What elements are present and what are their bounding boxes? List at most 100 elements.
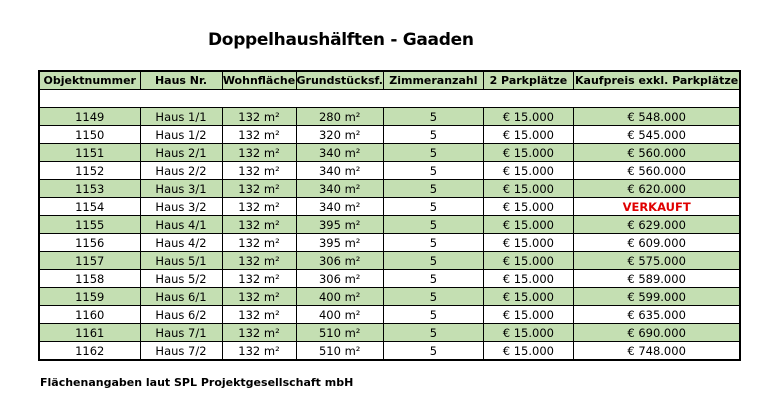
table-cell: 1155 — [38, 215, 141, 234]
table-cell: Haus 1/2 — [139, 125, 223, 144]
column-header: 2 Parkplätze — [482, 70, 574, 90]
table-cell: 5 — [382, 215, 484, 234]
table-cell: € 589.000 — [572, 269, 741, 288]
table-cell: € 15.000 — [482, 305, 574, 324]
table-cell: 1162 — [38, 341, 141, 361]
table-cell: Haus 3/1 — [139, 179, 223, 198]
table-cell: 1154 — [38, 197, 141, 216]
table-cell: 5 — [382, 341, 484, 361]
table-cell: 5 — [382, 233, 484, 252]
table-row: 1149 Haus 1/1 132 m² 280 m² 5 € 15.000 € 548.0… — [38, 107, 741, 126]
table-row: 1150 Haus 1/2 132 m² 320 m² 5 € 15.000 € 545.0… — [38, 125, 741, 144]
table-cell: 395 m² — [295, 215, 384, 234]
table-cell: 132 m² — [221, 287, 297, 306]
table-cell: 132 m² — [221, 197, 297, 216]
table-cell: € 15.000 — [482, 251, 574, 270]
table-cell: 132 m² — [221, 107, 297, 126]
table-cell: 340 m² — [295, 161, 384, 180]
table-cell: € 748.000 — [572, 341, 741, 361]
table-cell: 400 m² — [295, 287, 384, 306]
table-cell: € 620.000 — [572, 179, 741, 198]
table-cell: € 690.000 — [572, 323, 741, 342]
table-cell: 340 m² — [295, 143, 384, 162]
table-cell: Haus 5/1 — [139, 251, 223, 270]
table-cell: € 15.000 — [482, 341, 574, 361]
table-cell: € 545.000 — [572, 125, 741, 144]
sold-label: VERKAUFT — [572, 197, 741, 216]
table-cell: 5 — [382, 269, 484, 288]
table-row: 1158 Haus 5/2 132 m² 306 m² 5 € 15.000 € 589.0… — [38, 269, 741, 288]
table-cell: Haus 1/1 — [139, 107, 223, 126]
table-cell: € 15.000 — [482, 125, 574, 144]
table-row: 1155 Haus 4/1 132 m² 395 m² 5 € 15.000 € 629.0… — [38, 215, 741, 234]
table-cell: € 15.000 — [482, 197, 574, 216]
table-cell: Haus 4/2 — [139, 233, 223, 252]
table-cell: 132 m² — [221, 323, 297, 342]
table-cell: 5 — [382, 251, 484, 270]
column-header: Objektnummer — [38, 70, 141, 90]
table-cell: 132 m² — [221, 179, 297, 198]
table-cell: 1151 — [38, 143, 141, 162]
table-cell: 395 m² — [295, 233, 384, 252]
table-cell: Haus 7/2 — [139, 341, 223, 361]
column-header: Kaufpreis exkl. Parkplätze — [572, 70, 741, 90]
table-cell: 1157 — [38, 251, 141, 270]
table-row: 1157 Haus 5/1 132 m² 306 m² 5 € 15.000 € 575.0… — [38, 251, 741, 270]
table-cell: 320 m² — [295, 125, 384, 144]
table-cell: 340 m² — [295, 179, 384, 198]
table-row: 1152 Haus 2/2 132 m² 340 m² 5 € 15.000 € 560.0… — [38, 161, 741, 180]
table-cell: 280 m² — [295, 107, 384, 126]
table-row: 1159 Haus 6/1 132 m² 400 m² 5 € 15.000 € 599.0… — [38, 287, 741, 306]
table-cell: € 629.000 — [572, 215, 741, 234]
table-cell: € 15.000 — [482, 233, 574, 252]
column-header: Haus Nr. — [139, 70, 223, 90]
table-cell: 510 m² — [295, 341, 384, 361]
table-cell: 340 m² — [295, 197, 384, 216]
table-cell: 5 — [382, 125, 484, 144]
table-cell: € 15.000 — [482, 269, 574, 288]
table-row: 1154 Haus 3/2 132 m² 340 m² 5 € 15.000 VERKAUF… — [38, 197, 741, 216]
table-cell: € 548.000 — [572, 107, 741, 126]
table-cell: 306 m² — [295, 251, 384, 270]
table-row: 1162 Haus 7/2 132 m² 510 m² 5 € 15.000 € 748.0… — [38, 341, 741, 361]
table-cell: 400 m² — [295, 305, 384, 324]
table-cell: Haus 2/2 — [139, 161, 223, 180]
column-header: Zimmeranzahl — [382, 70, 484, 90]
table-cell: 510 m² — [295, 323, 384, 342]
table-row: 1156 Haus 4/2 132 m² 395 m² 5 € 15.000 € 609.0… — [38, 233, 741, 252]
table-cell: € 15.000 — [482, 143, 574, 162]
table-row: 1153 Haus 3/1 132 m² 340 m² 5 € 15.000 € 620.0… — [38, 179, 741, 198]
table-cell: 132 m² — [221, 269, 297, 288]
table-cell: € 15.000 — [482, 215, 574, 234]
empty-row — [38, 89, 741, 108]
table-cell: 5 — [382, 323, 484, 342]
table-row: 1160 Haus 6/2 132 m² 400 m² 5 € 15.000 € 635.0… — [38, 305, 741, 324]
table-cell: 5 — [382, 305, 484, 324]
table-cell: 5 — [382, 197, 484, 216]
table-cell: 132 m² — [221, 215, 297, 234]
table-cell: 1153 — [38, 179, 141, 198]
page-title: Doppelhaushälften - Gaaden — [208, 30, 474, 50]
table-cell: € 609.000 — [572, 233, 741, 252]
table-cell: 5 — [382, 161, 484, 180]
table-cell: 5 — [382, 107, 484, 126]
table-cell: 1160 — [38, 305, 141, 324]
table-cell: 1152 — [38, 161, 141, 180]
table-cell: 5 — [382, 179, 484, 198]
table-cell: € 15.000 — [482, 323, 574, 342]
table-cell: 1149 — [38, 107, 141, 126]
table-cell: 132 m² — [221, 251, 297, 270]
table-cell: 1161 — [38, 323, 141, 342]
column-header: Wohnfläche — [221, 70, 297, 90]
price-table: Objektnummer Haus Nr. Wohnfläche Grundstück… — [38, 70, 742, 361]
table-cell: € 560.000 — [572, 161, 741, 180]
table-cell: Haus 7/1 — [139, 323, 223, 342]
table-cell: 132 m² — [221, 161, 297, 180]
table-cell: € 15.000 — [482, 179, 574, 198]
table-cell: 1150 — [38, 125, 141, 144]
table-cell: Haus 6/1 — [139, 287, 223, 306]
table-cell: Haus 4/1 — [139, 215, 223, 234]
table-cell: 1158 — [38, 269, 141, 288]
table-cell: € 599.000 — [572, 287, 741, 306]
table-cell: € 15.000 — [482, 161, 574, 180]
